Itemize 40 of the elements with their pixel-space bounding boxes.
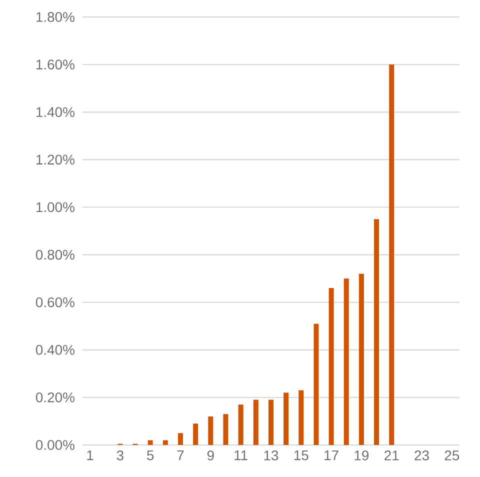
x-tick-label: 1 bbox=[87, 450, 94, 460]
bar bbox=[223, 414, 228, 445]
y-tick-label: 1.40% bbox=[36, 107, 74, 118]
x-tick-label: 3 bbox=[116, 450, 124, 460]
bar bbox=[193, 424, 198, 445]
y-tick-label: 0.00% bbox=[36, 440, 74, 450]
bar bbox=[253, 400, 258, 445]
bar bbox=[178, 433, 183, 445]
x-tick-label: 13 bbox=[264, 450, 278, 460]
x-tick-label: 21 bbox=[384, 450, 399, 460]
y-tick-label: 1.20% bbox=[36, 154, 74, 165]
y-tick-label: 0.40% bbox=[36, 344, 74, 355]
bar bbox=[284, 392, 289, 445]
bar bbox=[389, 64, 394, 445]
x-tick-label: 17 bbox=[324, 450, 338, 460]
bar bbox=[314, 324, 319, 445]
bar bbox=[328, 288, 334, 445]
x-tick-label: 7 bbox=[177, 450, 184, 460]
x-tick-label: 9 bbox=[207, 450, 214, 460]
y-tick-label: 0.20% bbox=[36, 392, 74, 402]
bar bbox=[162, 440, 168, 445]
x-tick-label: 11 bbox=[234, 450, 248, 460]
y-tick-label: 0.80% bbox=[36, 250, 74, 260]
bar bbox=[344, 278, 349, 445]
bar bbox=[238, 404, 244, 445]
x-tick-label: 19 bbox=[354, 450, 369, 460]
y-tick-label: 1.00% bbox=[36, 202, 74, 212]
bar bbox=[298, 390, 304, 445]
y-tick-label: 0.60% bbox=[36, 297, 74, 308]
y-tick-label: 1.80% bbox=[36, 12, 74, 22]
x-tick-label: 5 bbox=[147, 450, 154, 460]
bar bbox=[358, 274, 364, 445]
x-tick-label: 23 bbox=[414, 450, 429, 460]
bar bbox=[208, 416, 214, 445]
bar bbox=[374, 219, 380, 445]
x-tick-label: 25 bbox=[444, 450, 460, 460]
y-tick-label: 1.60% bbox=[36, 60, 74, 70]
x-tick-label: 15 bbox=[294, 450, 308, 460]
bar bbox=[148, 440, 153, 445]
bar bbox=[268, 400, 274, 445]
